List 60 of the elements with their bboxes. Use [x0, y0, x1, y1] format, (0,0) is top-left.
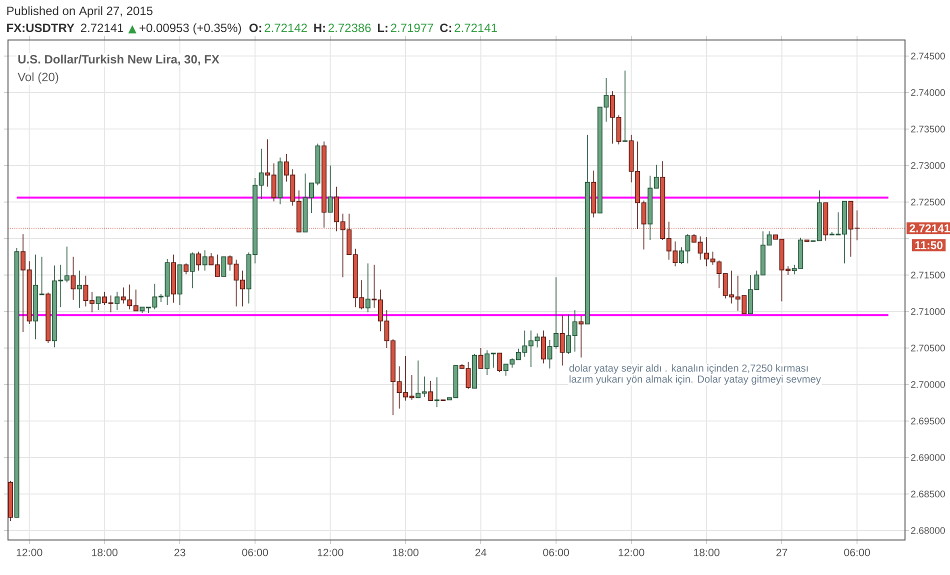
text: O:	[249, 24, 262, 32]
candlestick	[578, 316, 584, 358]
x-tick-label: 12:00	[318, 548, 344, 556]
candlestick	[184, 262, 189, 275]
candlestick	[196, 251, 202, 272]
y-tick-label: 2.71000	[911, 308, 945, 315]
x-tick-label: 12:00	[618, 548, 644, 556]
text: 2.72141	[454, 24, 497, 32]
y-tick-label: 2.73500	[911, 126, 945, 132]
y-tick-label: 2.73000	[911, 162, 945, 169]
candlestick	[77, 270, 82, 308]
text: L:	[378, 24, 388, 32]
x-tick-label: 24	[475, 548, 486, 556]
y-tick-label: 2.74500	[911, 52, 945, 60]
text: ▲	[128, 25, 136, 34]
text: Published on April 27, 2015	[7, 6, 152, 18]
y-tick-label: 2.69000	[911, 454, 945, 461]
x-tick-label: 06:00	[844, 548, 870, 556]
text: FX:USDTRY	[7, 24, 74, 32]
text: C:	[440, 24, 452, 32]
candlestick	[202, 250, 208, 272]
candlestick	[190, 252, 195, 289]
text: 2.72141	[80, 24, 124, 32]
candlestick	[8, 480, 13, 522]
text: Vol (20)	[18, 72, 58, 84]
y-tick-label: 2.71500	[911, 272, 945, 278]
text: 2.72386	[328, 24, 371, 32]
x-tick-label: 06:00	[543, 548, 569, 556]
candlestick	[278, 157, 283, 205]
ref-line-label: 2.72141	[910, 224, 950, 232]
text: 2.71977	[390, 24, 434, 32]
y-tick-label: 2.68000	[911, 527, 945, 534]
annotation: dolar yatay seyir aldı . kanalın içinden 2,7250 kırması	[569, 364, 808, 374]
x-tick-label: 18:00	[92, 548, 118, 556]
candlestick	[365, 262, 370, 313]
y-tick-label: 2.68500	[911, 490, 945, 498]
x-tick-label: 18:00	[694, 548, 720, 556]
y-tick-label: 2.74000	[911, 89, 945, 96]
candlestick	[46, 292, 51, 344]
text: H:	[314, 24, 325, 32]
text: +0.00953 (+0.35%)	[140, 23, 241, 34]
candlestick	[114, 291, 120, 310]
x-tick-label: 12:00	[16, 548, 42, 556]
y-tick-label: 2.72500	[911, 198, 945, 206]
candlestick	[434, 376, 440, 408]
candlestick	[560, 314, 565, 366]
annotation: lazım yukarı yön almak için. Dolar yatay gitmeyi sevmey	[570, 375, 821, 385]
y-tick-label: 2.69500	[911, 418, 945, 424]
text: U.S. Dollar/Turkish New Lira, 30, FX	[18, 54, 220, 66]
y-tick-label: 2.70000	[911, 381, 945, 388]
candlestick	[70, 256, 76, 300]
x-tick-label: 06:00	[242, 548, 268, 556]
x-tick-label: 23	[174, 548, 186, 556]
candlestick	[541, 330, 546, 364]
text: 2.72142	[264, 24, 307, 32]
y-tick-label: 2.70500	[911, 344, 945, 352]
candlestick	[171, 254, 176, 304]
x-tick-label: 18:00	[393, 548, 418, 556]
x-tick-label: 27	[776, 548, 788, 556]
text: 11:50	[915, 241, 942, 250]
